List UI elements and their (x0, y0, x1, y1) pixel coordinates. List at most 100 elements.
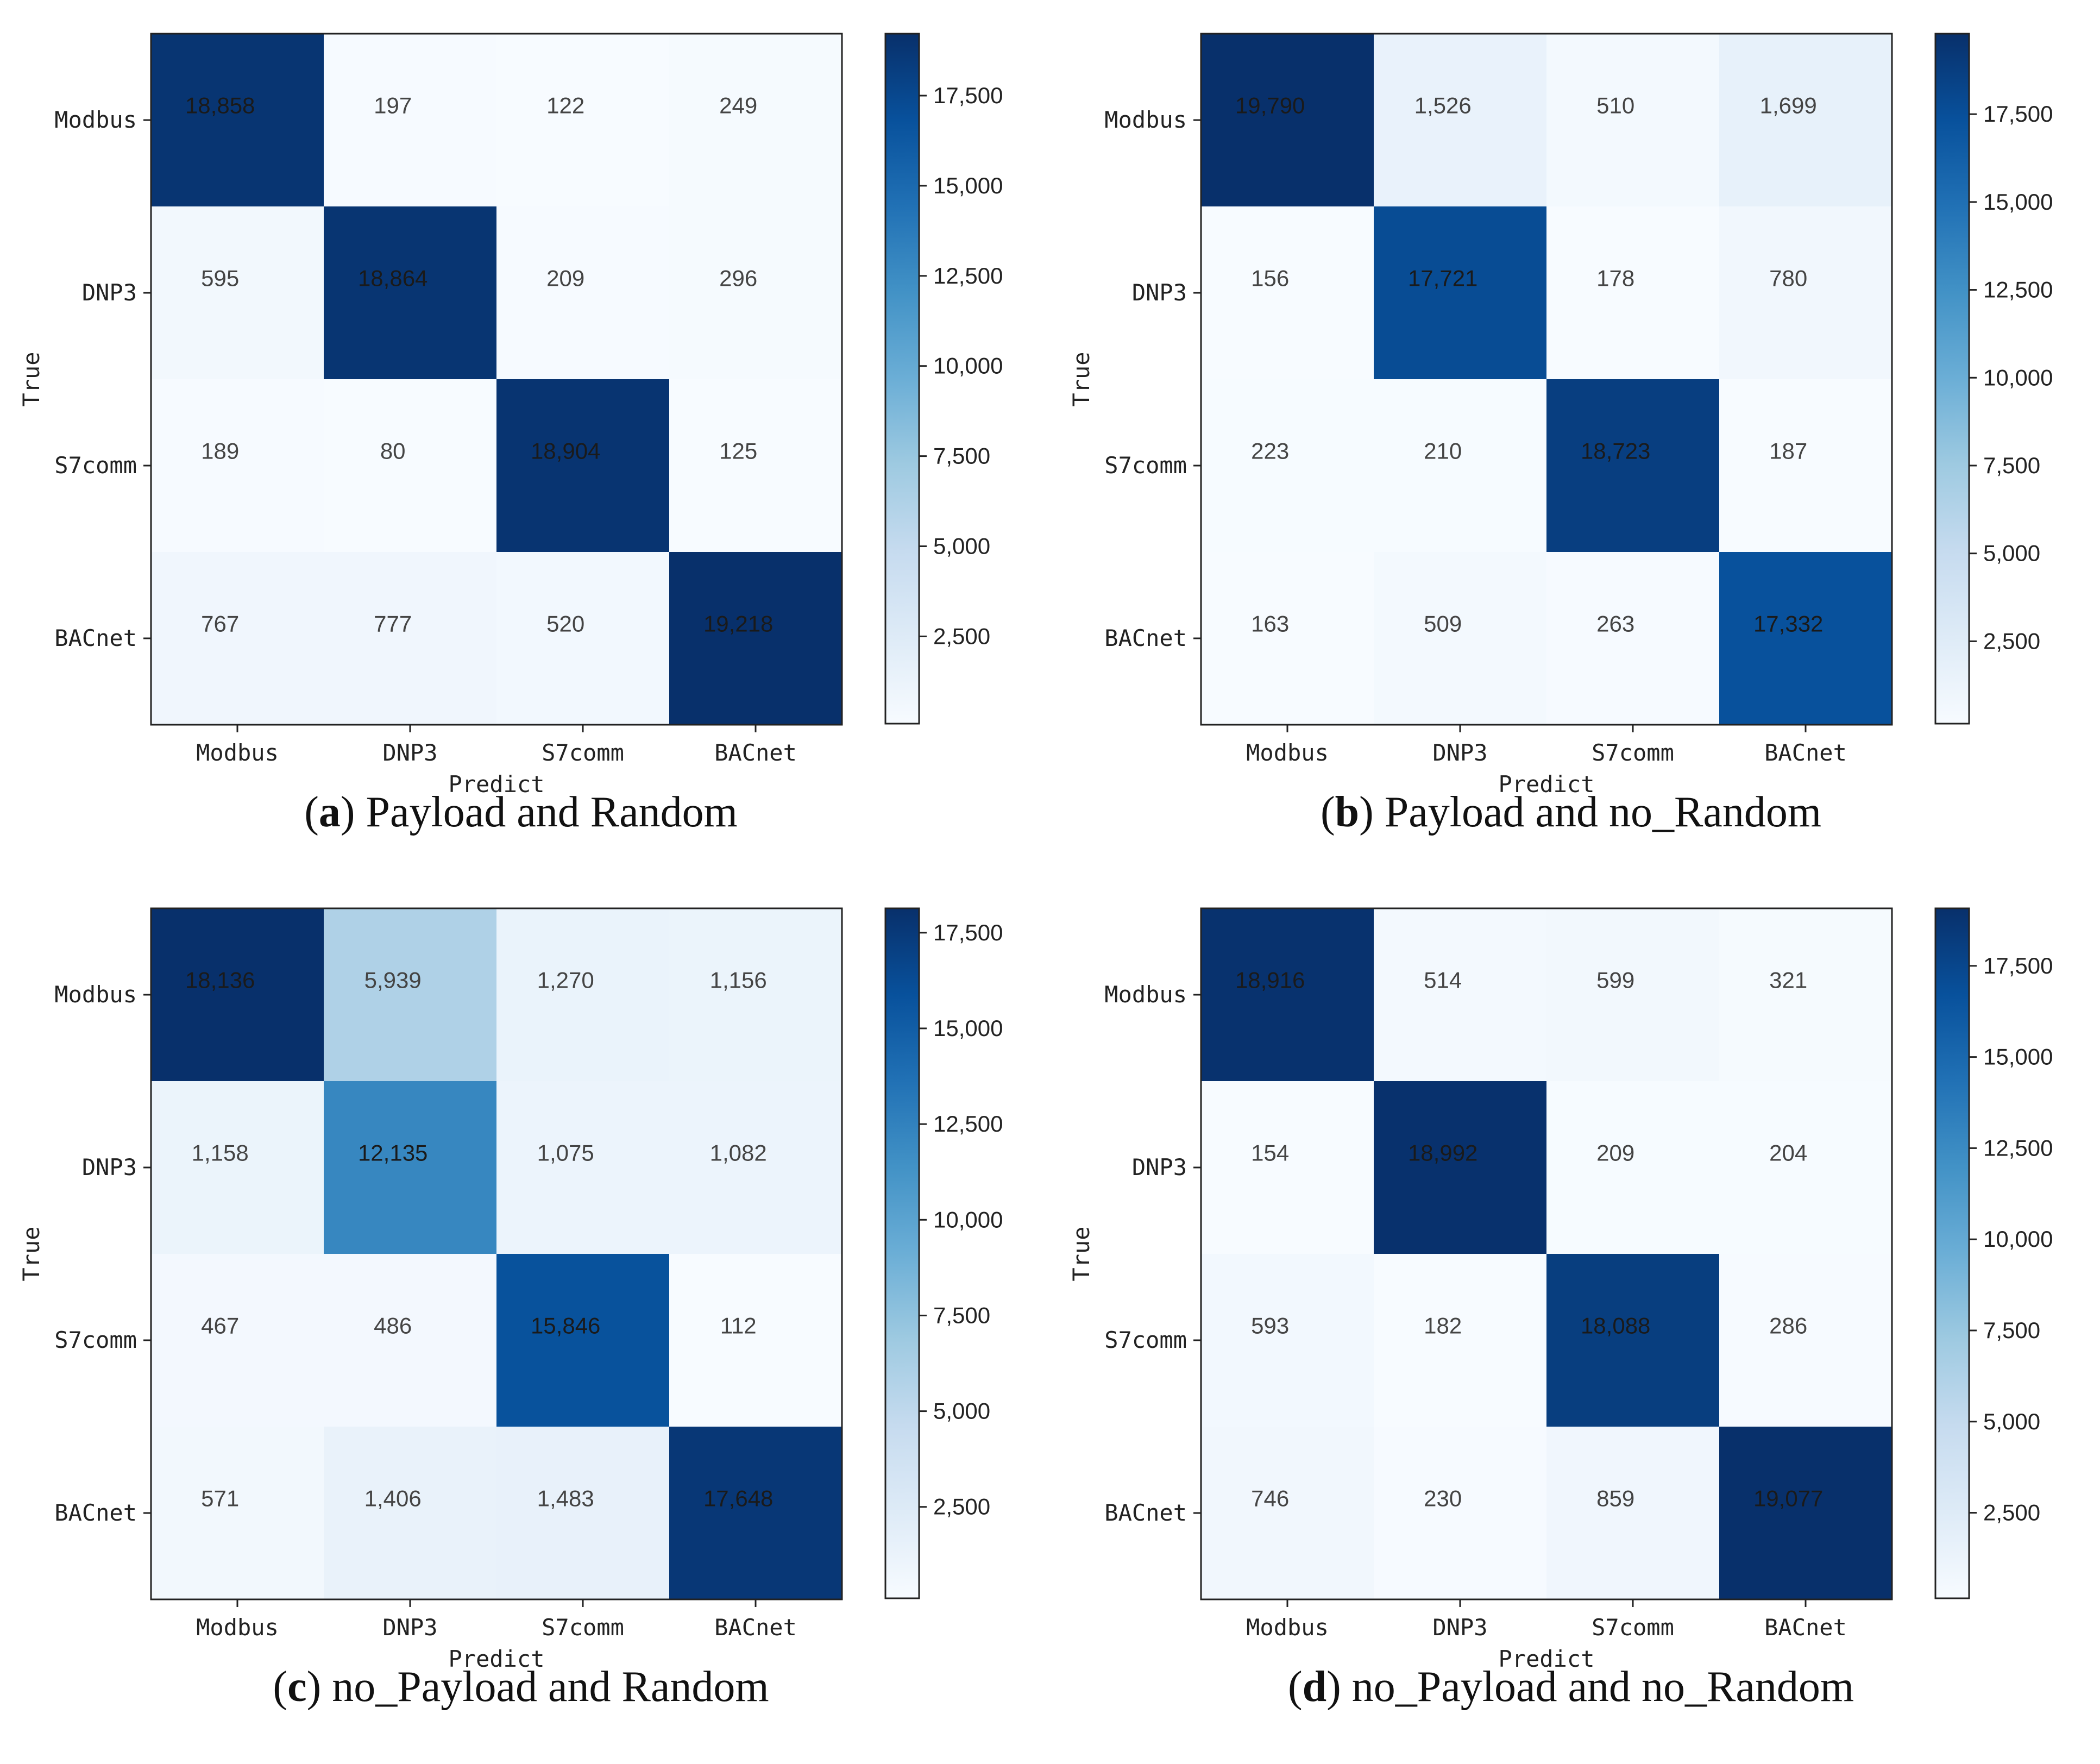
colorbar-tick-label-c-15000: 15,000 (933, 1015, 1003, 1041)
y-axis-label-b: True (1068, 351, 1095, 406)
cell-value-a-s7comm-s7comm: 18,904 (531, 438, 600, 463)
confusion-matrix-d: 18,916 514 599 321 154 18,992 209 204 593 182 18,0… (1068, 907, 2053, 1672)
cell-c-modbus-modbus (151, 908, 324, 1082)
colorbar-tick-label-c-5000: 5,000 (933, 1398, 990, 1424)
y-tick-label-a-dnp3: DNP3 (82, 279, 137, 306)
cell-value-b-s7comm-modbus: 223 (1251, 438, 1289, 463)
colorbar-d (1934, 907, 1970, 1599)
cell-c-bacnet-bacnet (669, 1427, 842, 1600)
cell-a-modbus-s7comm (496, 34, 670, 207)
cell-value-a-dnp3-dnp3: 18,864 (358, 265, 427, 291)
cell-b-modbus-s7comm (1546, 34, 1720, 207)
cell-b-dnp3-modbus (1201, 206, 1374, 380)
colorbar-tick-label-a-7500: 7,500 (933, 443, 990, 469)
colorbar-tick-label-b-12500: 12,500 (1983, 277, 2053, 303)
cell-d-modbus-s7comm (1546, 908, 1720, 1082)
cell-d-dnp3-s7comm (1546, 1081, 1720, 1254)
cell-value-a-bacnet-modbus: 767 (201, 611, 239, 636)
x-tick-label-d-dnp3: DNP3 (1432, 1614, 1487, 1641)
cell-b-dnp3-bacnet (1719, 206, 1892, 380)
panel-b: 19,790 1,526 510 1,699 156 17,721 178 780 223 210… (1050, 0, 2100, 869)
cell-value-d-modbus-s7comm: 599 (1596, 967, 1634, 993)
cell-c-bacnet-modbus (151, 1427, 324, 1600)
colorbar-tick-label-b-15000: 15,000 (1983, 189, 2053, 215)
cell-value-c-bacnet-bacnet: 17,648 (703, 1485, 773, 1511)
x-tick-label-b-dnp3: DNP3 (1432, 739, 1487, 766)
cell-d-bacnet-dnp3 (1374, 1427, 1547, 1600)
plot-frame-d (1200, 907, 1893, 1600)
cell-value-b-bacnet-modbus: 163 (1251, 611, 1289, 636)
cell-value-b-dnp3-dnp3: 17,721 (1408, 265, 1477, 291)
y-tick-label-d-s7comm: S7comm (1104, 1327, 1187, 1353)
colorbar-tick-label-b-10000: 10,000 (1983, 365, 2053, 390)
caption-letter-a: a (318, 788, 341, 836)
x-tick-label-c-s7comm: S7comm (542, 1614, 624, 1641)
cell-value-b-modbus-dnp3: 1,526 (1414, 92, 1472, 118)
cell-value-a-dnp3-modbus: 595 (201, 265, 239, 291)
caption-letter-d: d (1302, 1663, 1327, 1711)
cell-c-s7comm-modbus (151, 1254, 324, 1427)
cell-value-c-dnp3-dnp3: 12,135 (358, 1140, 427, 1165)
colorbar-tick-label-d-12500: 12,500 (1983, 1135, 2053, 1160)
colorbar-tick-label-a-17500: 17,500 (933, 83, 1003, 108)
x-tick-label-c-dnp3: DNP3 (382, 1614, 437, 1641)
y-axis-label-d: True (1068, 1226, 1095, 1281)
cell-value-a-modbus-s7comm: 122 (546, 92, 584, 118)
cell-a-dnp3-s7comm (496, 206, 670, 380)
panel-c: 18,136 5,939 1,270 1,156 1,158 12,135 1,075 1,0… (0, 875, 1050, 1744)
cell-b-bacnet-bacnet (1719, 552, 1892, 725)
cell-b-dnp3-s7comm (1546, 206, 1720, 380)
confusion-matrix-b: 19,790 1,526 510 1,699 156 17,721 178 780 223 210… (1068, 33, 2053, 798)
cell-a-bacnet-bacnet (669, 552, 842, 725)
cell-value-a-modbus-dnp3: 197 (374, 92, 412, 118)
cell-a-dnp3-modbus (151, 206, 324, 380)
cell-b-s7comm-dnp3 (1374, 379, 1547, 553)
colorbar-tick-label-d-17500: 17,500 (1983, 953, 2053, 978)
cell-d-s7comm-modbus (1201, 1254, 1374, 1427)
cell-a-modbus-bacnet (669, 34, 842, 207)
cell-value-a-s7comm-modbus: 189 (201, 438, 239, 463)
cell-value-c-dnp3-s7comm: 1,075 (537, 1140, 594, 1165)
y-tick-label-b-modbus: Modbus (1104, 106, 1187, 133)
cell-value-a-s7comm-bacnet: 125 (719, 438, 757, 463)
colorbar-tick-label-a-5000: 5,000 (933, 533, 990, 559)
cell-value-d-bacnet-bacnet: 19,077 (1753, 1485, 1823, 1511)
cell-value-a-dnp3-bacnet: 296 (719, 265, 757, 291)
cell-value-d-modbus-bacnet: 321 (1769, 967, 1807, 993)
cell-d-s7comm-bacnet (1719, 1254, 1892, 1427)
cell-c-s7comm-dnp3 (324, 1254, 497, 1427)
cell-value-b-dnp3-modbus: 156 (1251, 265, 1289, 291)
cell-c-dnp3-s7comm (496, 1081, 670, 1254)
colorbar-b (1934, 33, 1970, 725)
y-tick-label-a-s7comm: S7comm (54, 452, 137, 479)
panel-a: 18,858 197 122 249 595 18,864 209 296 189 80 18,90… (0, 0, 1050, 869)
cell-b-bacnet-dnp3 (1374, 552, 1547, 725)
x-tick-label-b-bacnet: BACnet (1764, 739, 1847, 766)
caption-text-d: no_Payload and no_Random (1351, 1663, 1854, 1711)
cell-value-c-s7comm-s7comm: 15,846 (531, 1313, 600, 1338)
cell-value-c-dnp3-modbus: 1,158 (192, 1140, 249, 1165)
x-tick-label-a-dnp3: DNP3 (382, 739, 437, 766)
y-tick-label-c-s7comm: S7comm (54, 1327, 137, 1353)
cell-value-c-modbus-dnp3: 5,939 (364, 967, 422, 993)
cell-value-a-bacnet-dnp3: 777 (374, 611, 412, 636)
y-tick-label-c-bacnet: BACnet (54, 1499, 137, 1526)
cell-value-b-s7comm-bacnet: 187 (1769, 438, 1807, 463)
cell-value-c-modbus-s7comm: 1,270 (537, 967, 594, 993)
colorbar-tick-label-a-12500: 12,500 (933, 263, 1003, 288)
x-tick-label-b-modbus: Modbus (1246, 739, 1329, 766)
cell-a-s7comm-dnp3 (324, 379, 497, 553)
cell-b-bacnet-s7comm (1546, 552, 1720, 725)
colorbar-tick-label-c-10000: 10,000 (933, 1207, 1003, 1232)
cell-value-c-s7comm-dnp3: 486 (374, 1313, 412, 1338)
y-tick-label-d-bacnet: BACnet (1104, 1499, 1187, 1526)
cell-value-d-s7comm-s7comm: 18,088 (1581, 1313, 1650, 1338)
x-tick-label-a-modbus: Modbus (196, 739, 279, 766)
cell-value-a-dnp3-s7comm: 209 (546, 265, 584, 291)
plot-frame-b (1200, 33, 1893, 726)
confusion-matrix-a: 18,858 197 122 249 595 18,864 209 296 189 80 18,90… (18, 33, 1003, 798)
x-tick-label-d-modbus: Modbus (1246, 1614, 1329, 1641)
x-axis-label-b: Predict (1498, 771, 1594, 798)
cell-a-s7comm-s7comm (496, 379, 670, 553)
